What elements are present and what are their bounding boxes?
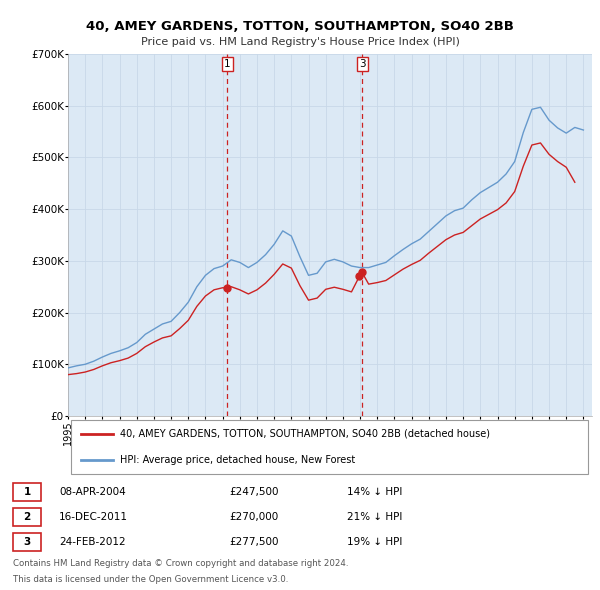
Text: £270,000: £270,000 [229,512,278,522]
Text: £277,500: £277,500 [229,537,279,547]
Text: 2: 2 [23,512,31,522]
Text: Price paid vs. HM Land Registry's House Price Index (HPI): Price paid vs. HM Land Registry's House … [140,37,460,47]
Text: 3: 3 [359,59,365,69]
Text: 3: 3 [23,537,31,547]
Text: 16-DEC-2011: 16-DEC-2011 [59,512,128,522]
Text: 21% ↓ HPI: 21% ↓ HPI [347,512,403,522]
Text: 08-APR-2004: 08-APR-2004 [59,487,125,497]
Text: Contains HM Land Registry data © Crown copyright and database right 2024.: Contains HM Land Registry data © Crown c… [13,559,349,569]
Text: HPI: Average price, detached house, New Forest: HPI: Average price, detached house, New … [121,455,356,466]
Text: 19% ↓ HPI: 19% ↓ HPI [347,537,403,547]
Text: This data is licensed under the Open Government Licence v3.0.: This data is licensed under the Open Gov… [13,575,289,585]
Text: 40, AMEY GARDENS, TOTTON, SOUTHAMPTON, SO40 2BB: 40, AMEY GARDENS, TOTTON, SOUTHAMPTON, S… [86,19,514,32]
Bar [13,533,41,551]
Text: 1: 1 [224,59,230,69]
Text: 14% ↓ HPI: 14% ↓ HPI [347,487,403,497]
Text: 24-FEB-2012: 24-FEB-2012 [59,537,125,547]
Bar [13,507,41,526]
Bar [13,483,41,501]
Text: 1: 1 [23,487,31,497]
Text: £247,500: £247,500 [229,487,279,497]
Text: 40, AMEY GARDENS, TOTTON, SOUTHAMPTON, SO40 2BB (detached house): 40, AMEY GARDENS, TOTTON, SOUTHAMPTON, S… [121,429,490,438]
